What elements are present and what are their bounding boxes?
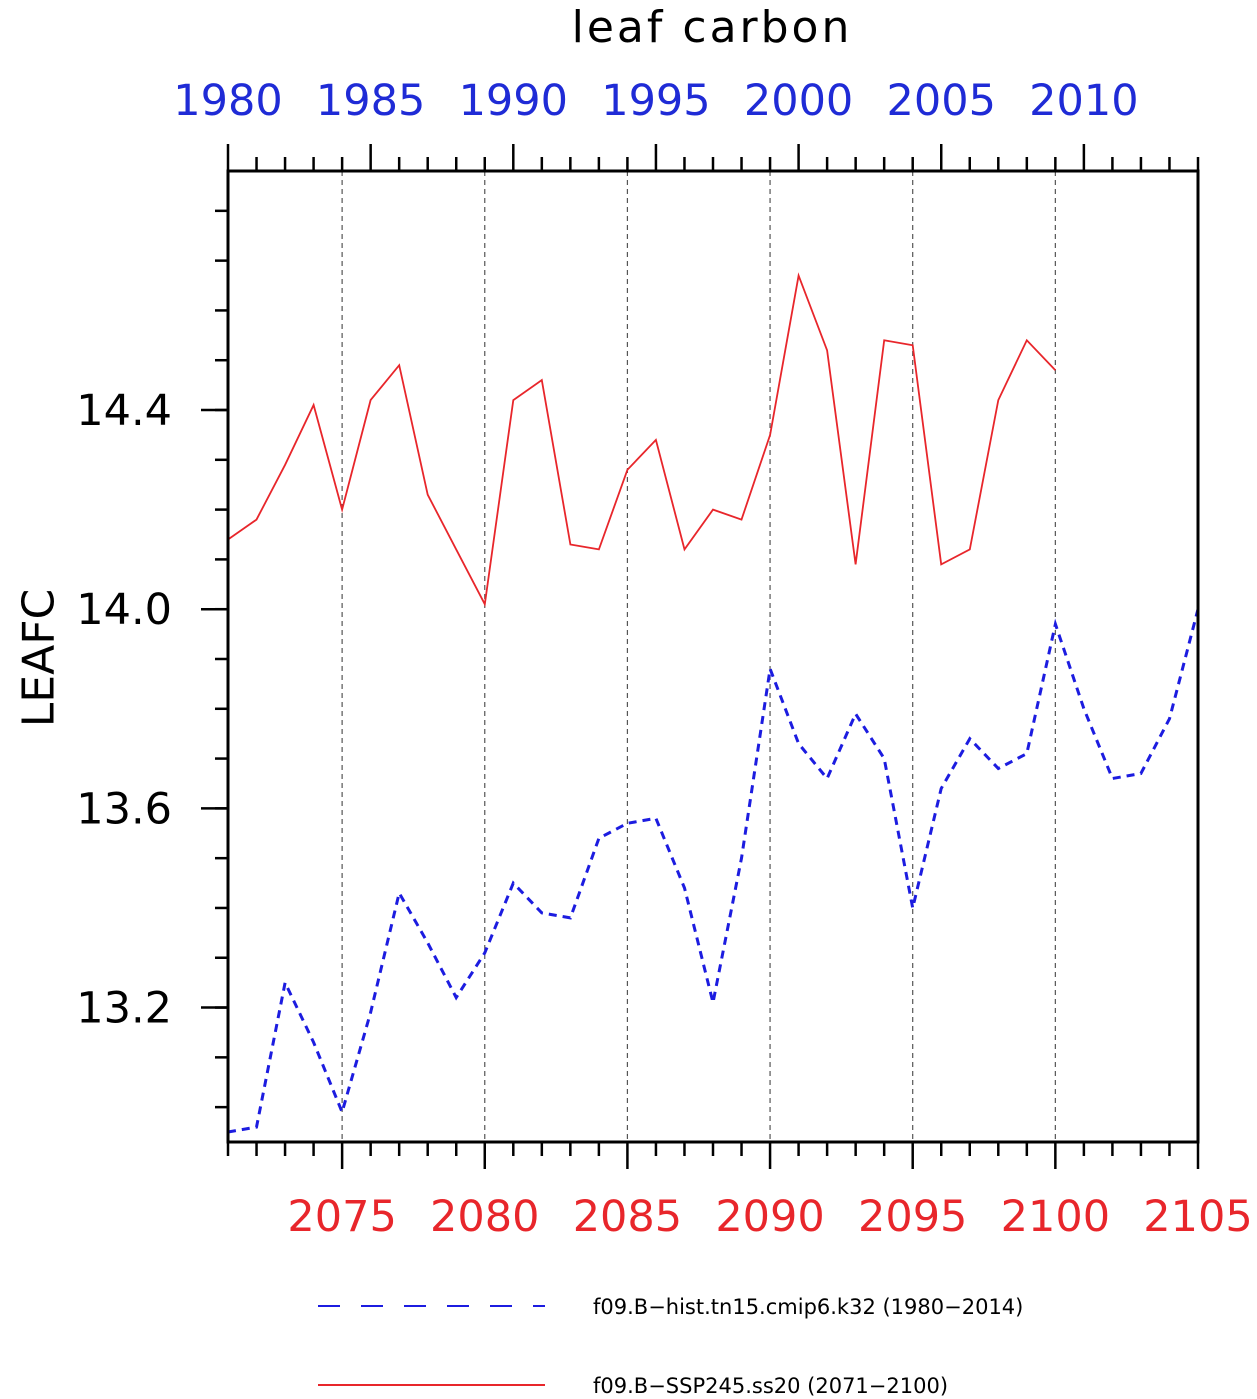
top-tick-label: 2000	[744, 76, 853, 126]
axes: 2075 2080 2085 2090 2095 2100 2105 1980 1985 1990…	[76, 76, 1252, 1242]
plot-frame	[226, 169, 1200, 1144]
legend-label-ssp245: f09.B−SSP245.ss20 (2071−2100)	[593, 1374, 948, 1398]
top-tick-label: 2005	[887, 76, 996, 126]
series-line-hist	[227, 608, 1200, 1134]
top-tick-label: 2010	[1029, 76, 1138, 126]
bottom-tick-label: 2090	[715, 1192, 824, 1242]
top-tick-label: 1985	[316, 76, 425, 126]
bottom-tick-label: 2095	[858, 1192, 967, 1242]
y-tick-label: 13.6	[76, 784, 172, 834]
top-tick-label: 1990	[459, 76, 568, 126]
legend-label-hist: f09.B−hist.tn15.cmip6.k32 (1980−2014)	[593, 1295, 1023, 1319]
series-lines	[227, 272, 1200, 1134]
series-line-ssp245	[227, 272, 1057, 608]
bottom-tick-label: 2080	[430, 1192, 539, 1242]
y-tick-label: 14.4	[76, 386, 172, 436]
bottom-tick-label: 2085	[573, 1192, 682, 1242]
y-tick-label: 13.2	[76, 984, 172, 1034]
y-tick-label: 14.0	[76, 585, 172, 635]
bottom-tick-label: 2075	[287, 1192, 396, 1242]
top-tick-label: 1995	[601, 76, 710, 126]
chart-title: leaf carbon	[572, 2, 853, 53]
grid-lines	[341, 171, 1056, 1142]
legend: f09.B−hist.tn15.cmip6.k32 (1980−2014) f0…	[318, 1295, 1023, 1398]
bottom-tick-label: 2105	[1143, 1192, 1252, 1242]
bottom-tick-label: 2100	[1001, 1192, 1110, 1242]
y-axis-label: LEAFC	[13, 589, 64, 727]
top-tick-label: 1980	[173, 76, 282, 126]
